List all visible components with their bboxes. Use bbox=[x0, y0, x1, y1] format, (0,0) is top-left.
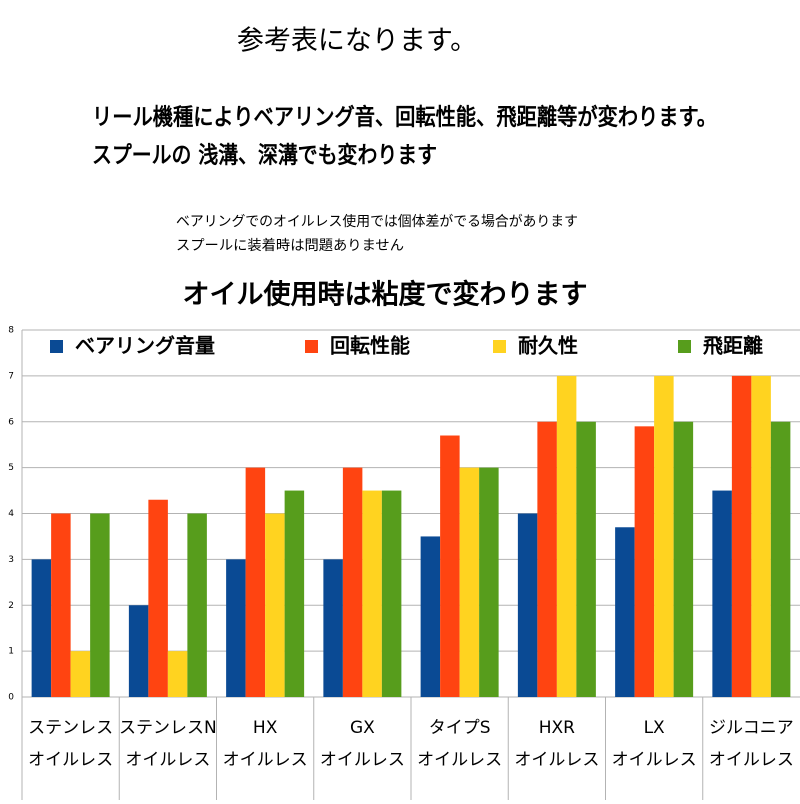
x-tick-label: LX bbox=[644, 718, 665, 738]
bar bbox=[128, 605, 149, 697]
bar bbox=[381, 490, 402, 697]
bar bbox=[187, 513, 207, 697]
bar bbox=[31, 559, 52, 697]
bar bbox=[323, 559, 343, 697]
chart: 012345678ステンレスオイルレスステンレスNオイルレスHXオイルレスGXオ… bbox=[8, 326, 800, 800]
bar bbox=[440, 435, 460, 697]
bar bbox=[654, 375, 674, 697]
bar bbox=[517, 513, 538, 697]
bar bbox=[167, 651, 188, 697]
x-tick-label: タイプS bbox=[429, 718, 491, 738]
heading: 参考表になります。 bbox=[237, 26, 477, 57]
note: ベアリングでのオイルレス使用では個体差がでる場合があります bbox=[176, 213, 578, 230]
y-tick-label: 5 bbox=[8, 463, 14, 473]
x-tick-label: オイルレス bbox=[612, 750, 697, 770]
bar bbox=[265, 513, 285, 697]
bar bbox=[731, 375, 752, 697]
x-tick-label: HX bbox=[253, 718, 278, 738]
bar bbox=[226, 559, 246, 697]
bar bbox=[362, 490, 382, 697]
y-tick-label: 8 bbox=[8, 326, 14, 336]
legend-label: 耐久性 bbox=[518, 334, 578, 358]
bar bbox=[537, 421, 557, 697]
x-tick-label: オイルレス bbox=[320, 750, 405, 770]
y-tick-label: 4 bbox=[8, 509, 14, 519]
text-line: リール機種によりベアリング音、回転性能、飛距離等が変わります。 bbox=[92, 104, 717, 131]
bar bbox=[751, 375, 771, 697]
bar bbox=[51, 513, 71, 697]
x-tick-label: オイルレス bbox=[28, 750, 113, 770]
x-tick-label: オイルレス bbox=[125, 750, 210, 770]
bar bbox=[459, 467, 480, 697]
bar bbox=[673, 421, 694, 697]
x-tick-label: GX bbox=[350, 718, 375, 738]
bar bbox=[576, 421, 596, 697]
legend-label: 回転性能 bbox=[330, 334, 410, 358]
bar bbox=[90, 513, 110, 697]
bar bbox=[284, 490, 305, 697]
note: スプールに装着時は問題ありません bbox=[176, 238, 404, 254]
legend-swatch bbox=[678, 340, 691, 353]
legend-swatch bbox=[305, 340, 318, 353]
legend-label: ベアリング音量 bbox=[75, 334, 215, 358]
x-tick-label: HXR bbox=[539, 718, 575, 738]
legend-label: 飛距離 bbox=[703, 334, 763, 358]
bar bbox=[615, 527, 635, 697]
x-tick-label: オイルレス bbox=[709, 750, 794, 770]
x-tick-label: オイルレス bbox=[417, 750, 502, 770]
x-tick-label: オイルレス bbox=[223, 750, 308, 770]
bar bbox=[770, 421, 791, 697]
legend-swatch bbox=[493, 340, 506, 353]
bar bbox=[420, 536, 441, 697]
bar bbox=[245, 467, 266, 697]
y-tick-label: 6 bbox=[8, 417, 14, 427]
bar bbox=[556, 375, 577, 697]
bar bbox=[342, 467, 363, 697]
bar bbox=[148, 499, 168, 697]
y-tick-label: 0 bbox=[8, 693, 14, 703]
y-tick-label: 2 bbox=[8, 601, 14, 611]
text-line: スプールの 浅溝、深溝でも変わります bbox=[92, 142, 437, 169]
bar bbox=[70, 651, 91, 697]
bar bbox=[479, 467, 499, 697]
x-tick-label: ステンレスN bbox=[119, 718, 217, 738]
x-tick-label: オイルレス bbox=[514, 750, 599, 770]
bar bbox=[634, 426, 655, 697]
bar bbox=[712, 490, 732, 697]
y-tick-label: 3 bbox=[8, 555, 14, 565]
x-tick-label: ジルコニア bbox=[709, 718, 794, 738]
subheading: オイル使用時は粘度で変わります bbox=[183, 279, 588, 311]
y-tick-label: 7 bbox=[8, 371, 14, 381]
y-tick-label: 1 bbox=[8, 647, 14, 657]
legend-swatch bbox=[50, 340, 63, 353]
x-tick-label: ステンレス bbox=[28, 718, 113, 738]
